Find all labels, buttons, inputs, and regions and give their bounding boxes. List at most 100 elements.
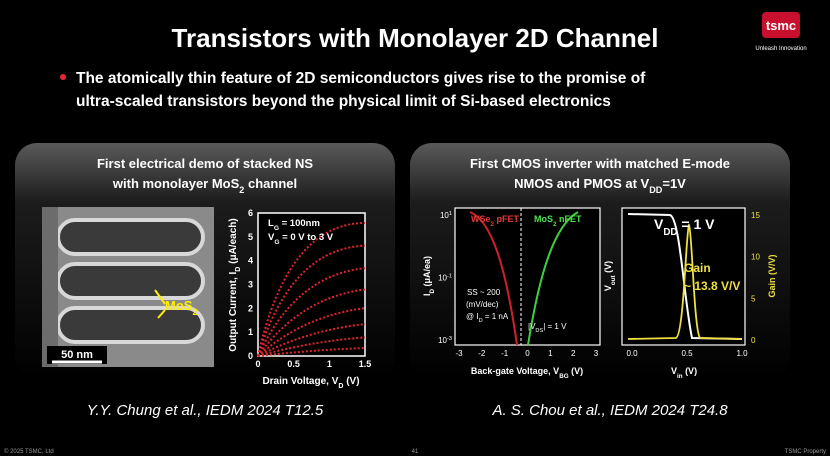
panel-heading: NMOS and PMOS at VDD=1V xyxy=(514,176,686,195)
text-part: (μA/each) xyxy=(228,218,239,266)
text-part: BG xyxy=(559,373,569,380)
text-part: WSe xyxy=(471,214,491,224)
text-part: D xyxy=(479,318,483,324)
text-part: 2 xyxy=(192,307,197,317)
panel-heading: First CMOS inverter with matched E-mode xyxy=(470,156,730,171)
x-tick-label: 0.0 xyxy=(626,349,638,358)
text-part: V xyxy=(268,232,275,243)
nanosheets xyxy=(56,218,205,344)
annotation: SS ~ 200 xyxy=(467,288,501,297)
nfet-curve xyxy=(527,211,579,346)
text-part: DD xyxy=(649,185,663,195)
panel-heading: First electrical demo of stacked NS xyxy=(97,156,313,171)
footer-center: 41 xyxy=(412,449,419,455)
text-part: (V) xyxy=(683,366,698,376)
footer-left: © 2025 TSMC, Ltd xyxy=(4,448,54,455)
output-curve xyxy=(257,222,366,357)
text-part: 2 xyxy=(553,221,557,228)
x-tick-label: 0 xyxy=(255,359,260,369)
text-part: 1 xyxy=(449,211,452,217)
text-part: 10 xyxy=(438,274,447,283)
citation: Y.Y. Chung et al., IEDM 2024 T12.5 xyxy=(87,402,324,419)
x-label: Drain Voltage, VD (V) xyxy=(262,376,359,390)
arrow xyxy=(157,309,166,319)
image-label: MoS2 xyxy=(165,298,198,317)
text-part: pFET xyxy=(494,214,519,224)
text-part: @ I xyxy=(466,312,479,321)
y2-label: Gain (V/V) xyxy=(767,254,777,297)
y2-tick-label: 5 xyxy=(751,294,756,303)
text-part: V xyxy=(603,285,613,291)
y2-tick-label: 10 xyxy=(751,253,760,262)
output-curve xyxy=(257,323,366,357)
pfet-label: WSe2 pFET xyxy=(471,214,520,228)
arrow xyxy=(154,289,166,305)
text-part: with monolayer MoS xyxy=(112,176,240,191)
text-part: =1V xyxy=(662,176,686,191)
curves xyxy=(257,222,366,357)
text-part: channel xyxy=(244,176,297,191)
text-part: V xyxy=(654,216,664,232)
text-part: -1 xyxy=(447,274,452,280)
text-part: in xyxy=(677,373,683,380)
tagline: Unleash Innovation xyxy=(755,46,806,52)
text-part: | = 1 V xyxy=(543,322,567,331)
text-part: MoS xyxy=(165,298,193,313)
scale-box xyxy=(47,346,107,364)
bullet-dot xyxy=(60,74,66,80)
y2-tick-label: 15 xyxy=(751,211,760,220)
vout-curve xyxy=(627,213,743,340)
output-curve xyxy=(257,267,366,357)
text-part: (V) xyxy=(603,261,613,276)
text-part: V xyxy=(671,366,677,376)
x-tick-label: 1 xyxy=(548,349,553,358)
y-tick-label: 10-3 xyxy=(438,336,452,345)
y-tick-label: 10-1 xyxy=(438,274,452,283)
annotation: (mV/dec) xyxy=(466,300,499,309)
text-part: Drain Voltage, V xyxy=(262,376,338,387)
x-tick-label: 0.5 xyxy=(287,359,300,369)
legend: VG = 0 V to 3 V xyxy=(268,232,334,246)
annotation: |VDS| = 1 V xyxy=(528,322,567,334)
footer-right: TSMC Property xyxy=(785,449,826,455)
text-part: G xyxy=(274,239,279,246)
text-part: 10 xyxy=(440,211,449,220)
vdd-label: VDD = 1 V xyxy=(654,216,715,238)
y-tick-label: 101 xyxy=(440,211,452,220)
y-tick-label: 3 xyxy=(248,280,253,290)
output-curve xyxy=(257,244,366,357)
y-tick-label: 1 xyxy=(248,327,253,337)
text-part: D xyxy=(338,383,343,390)
text-part: (μA/ea) xyxy=(422,256,432,289)
text-part: -3 xyxy=(447,336,452,342)
annotation: @ ID = 1 nA xyxy=(466,312,509,324)
bullet-line: The atomically thin feature of 2D semico… xyxy=(76,70,646,87)
y-label: ID (μA/ea) xyxy=(422,256,436,296)
output-curve xyxy=(257,347,366,357)
citation: A. S. Chou et al., IEDM 2024 T24.8 xyxy=(491,402,728,419)
text-part: (V) xyxy=(569,366,584,376)
text-part: |V xyxy=(528,322,536,331)
text-part: (V) xyxy=(343,376,359,387)
tem-edge xyxy=(42,207,58,367)
y2-tick-label: 0 xyxy=(751,336,756,345)
x-tick-label: 1.5 xyxy=(359,359,372,369)
output-curve xyxy=(257,336,366,357)
gain-curve xyxy=(627,223,743,340)
text-part: = 0 V to 3 V xyxy=(280,232,334,243)
x-tick-label: -1 xyxy=(501,349,509,358)
legend: LG = 100nm xyxy=(268,218,320,232)
text-part: G xyxy=(274,225,279,232)
y-label: Vout (V) xyxy=(603,261,617,291)
logo: tsmc xyxy=(766,18,796,33)
text-part: = 1 nA xyxy=(483,312,509,321)
text-part: Back-gate Voltage, V xyxy=(471,366,559,376)
text-part: = 1 V xyxy=(678,216,716,232)
text-part: out xyxy=(610,274,617,285)
x-label: Back-gate Voltage, VBG (V) xyxy=(471,366,583,380)
x-tick-label: 0 xyxy=(525,349,530,358)
plot-frame xyxy=(454,207,601,346)
title: Transistors with Monolayer 2D Channel xyxy=(172,23,659,53)
text-part: nFET xyxy=(557,214,582,224)
